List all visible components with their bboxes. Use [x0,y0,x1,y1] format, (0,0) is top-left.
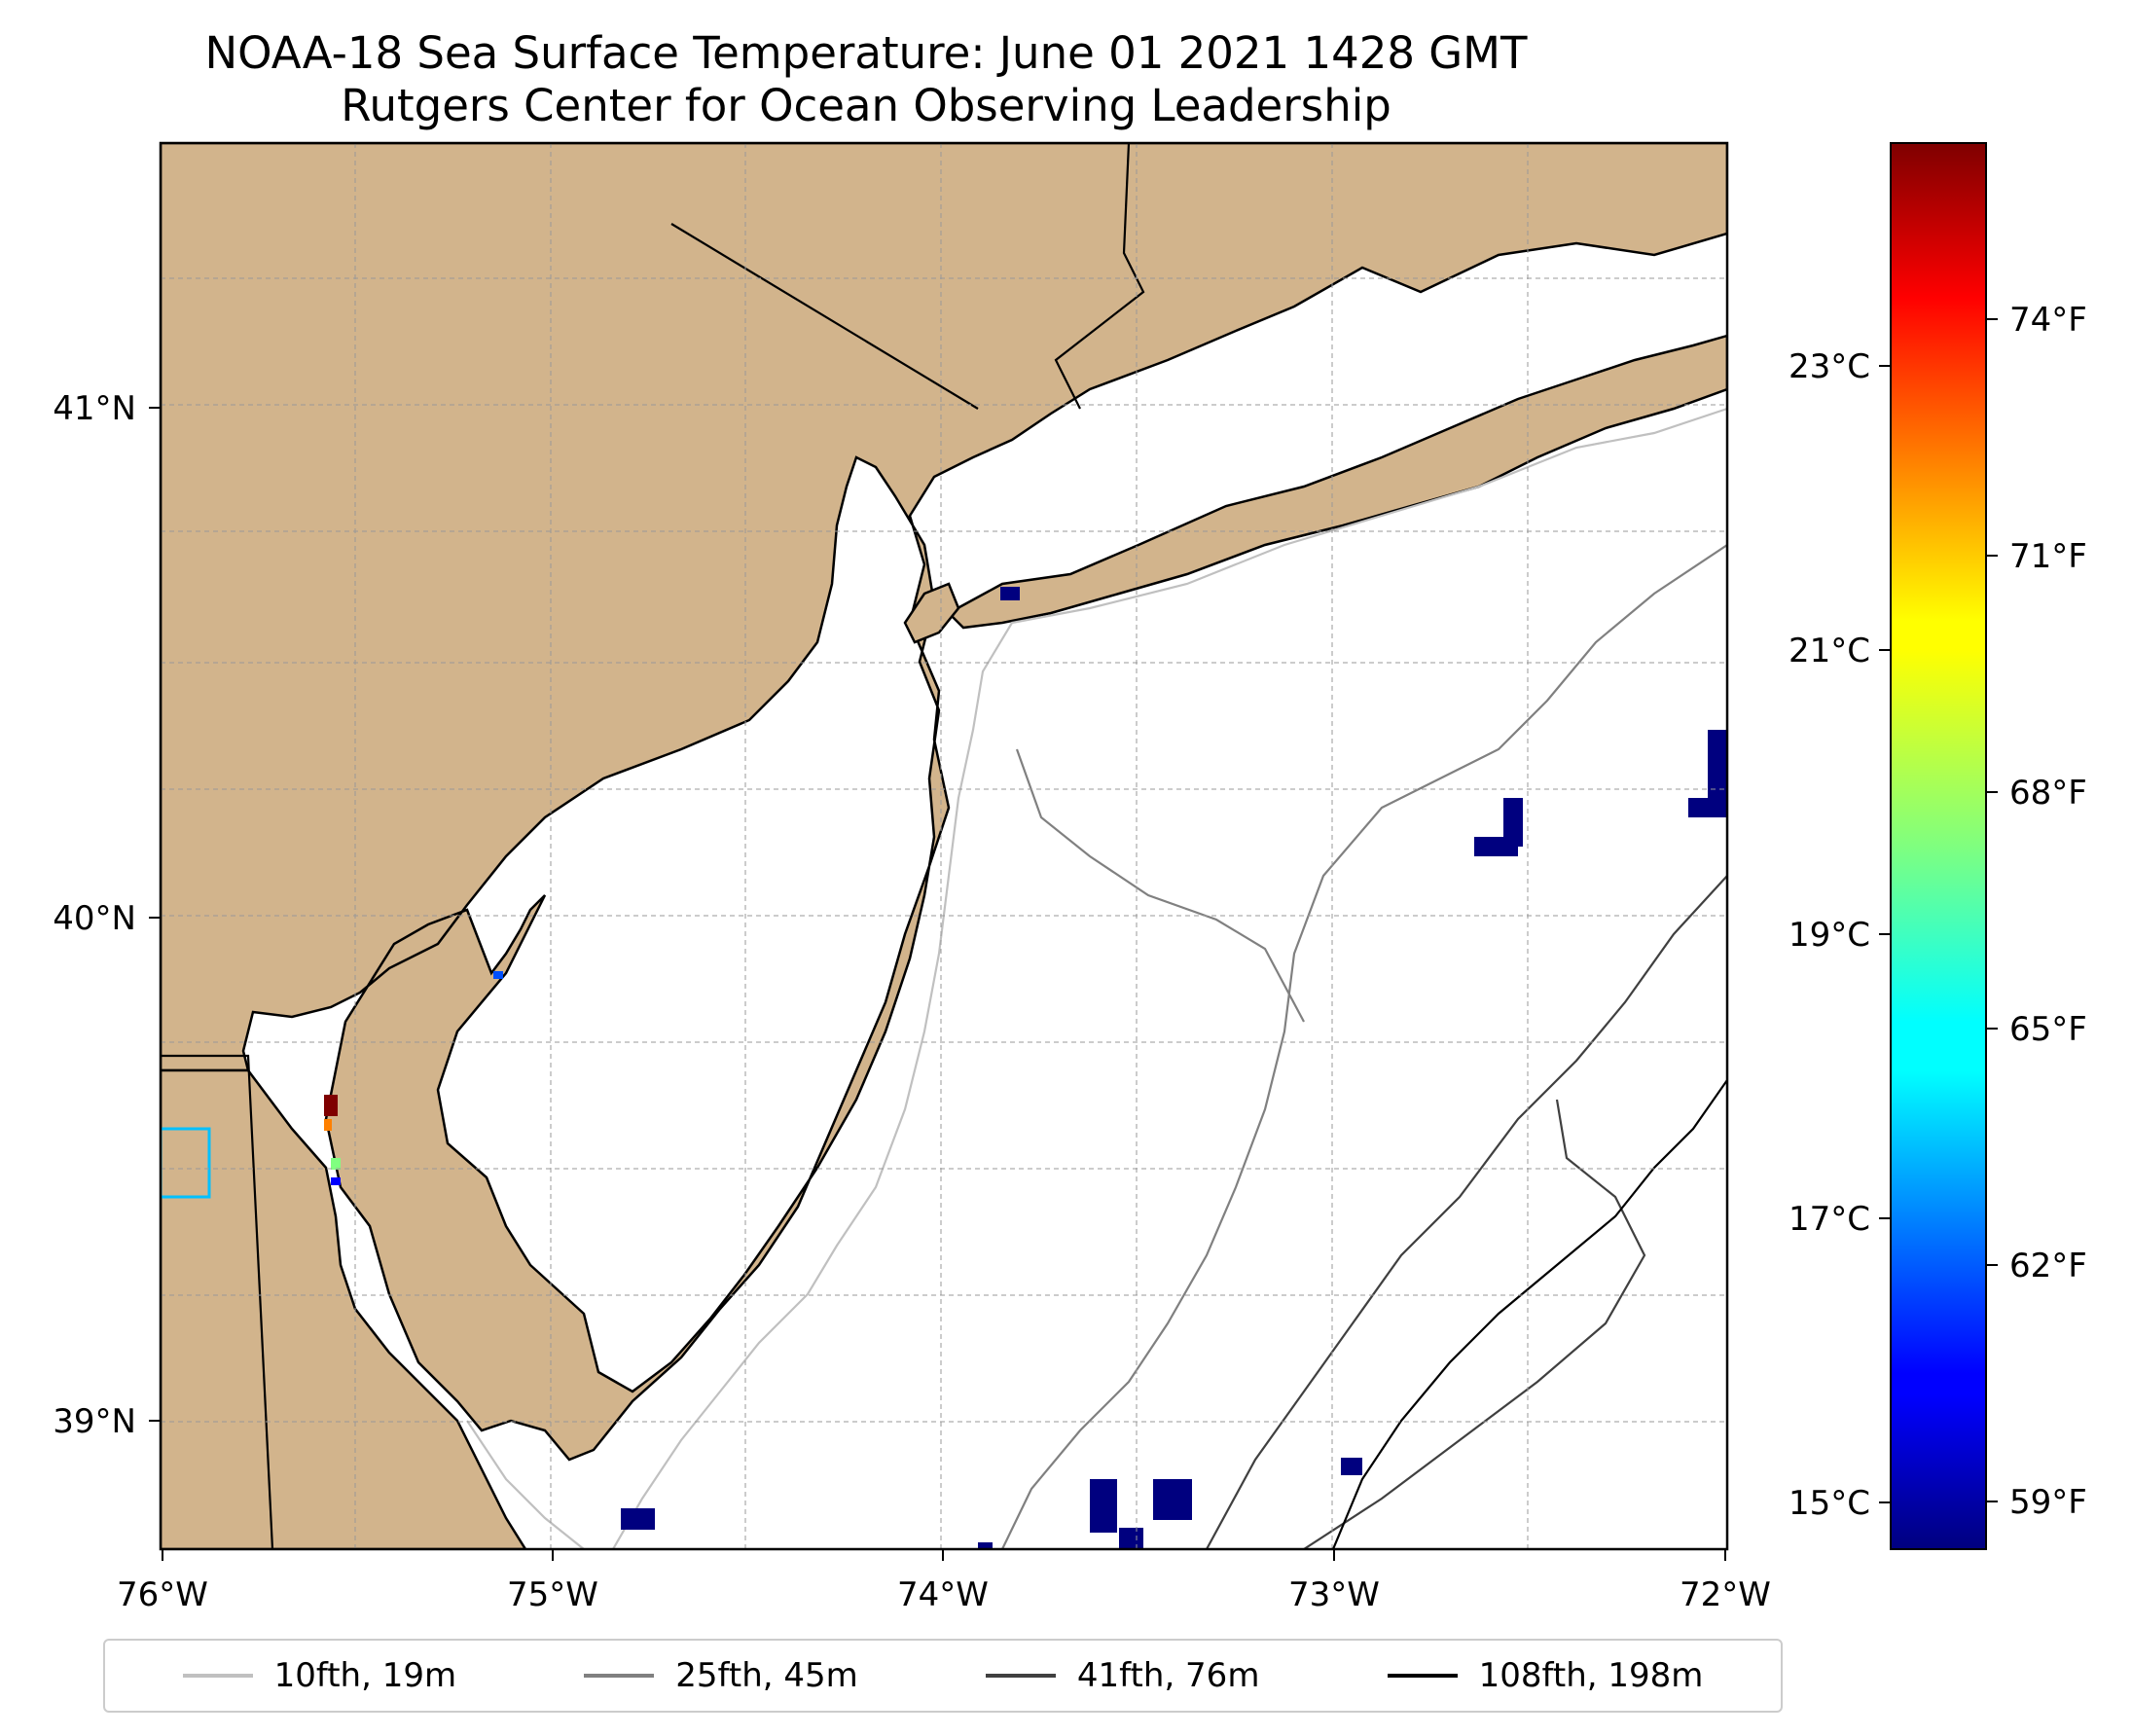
land-long-island [946,334,1727,630]
lat-tick-label: 39°N [53,1402,136,1441]
bathymetry-contours [466,407,1727,1549]
legend-line-icon [985,1674,1056,1678]
legend-line-icon [1387,1674,1458,1678]
fahrenheit-tick-label: 65°F [2009,1010,2087,1049]
map-title: NOAA-18 Sea Surface Temperature: June 01… [204,27,1528,79]
celsius-tick-label: 17°C [1789,1200,1870,1239]
celsius-tick-label: 15°C [1789,1484,1870,1523]
state-borders [161,143,1145,1549]
celsius-tick-label: 23°C [1789,347,1870,386]
map-subtitle: Rutgers Center for Ocean Observing Leade… [341,80,1391,131]
fahrenheit-tick-label: 74°F [2009,301,2087,340]
land-mainland [161,143,1727,1462]
lon-tick-label: 76°W [117,1575,208,1614]
map-gridlines [161,143,1727,1549]
legend-item: 10fth, 19m [182,1656,457,1695]
legend-label: 108fth, 198m [1478,1656,1704,1695]
contour-legend: 10fth, 19m 25fth, 45m 41fth, 76m 108fth,… [103,1639,1783,1713]
colorbar-fahrenheit-ticks [1986,318,1998,1502]
land-staten-island [903,582,960,644]
colorbar-celsius-ticks [1879,365,1891,1503]
legend-item: 25fth, 45m [584,1656,858,1695]
legend-item: 41fth, 76m [985,1656,1260,1695]
legend-label: 10fth, 19m [273,1656,457,1695]
legend-item: 108fth, 198m [1387,1656,1704,1695]
fahrenheit-tick-label: 68°F [2009,774,2087,813]
celsius-tick-label: 21°C [1789,632,1870,670]
celsius-tick-label: 19°C [1789,916,1870,955]
fahrenheit-tick-label: 62°F [2009,1247,2087,1285]
lon-tick-label: 72°W [1680,1575,1771,1614]
lat-tick-label: 41°N [53,389,136,428]
legend-line-icon [182,1674,253,1678]
lat-tick-label: 40°N [53,899,136,938]
lon-tick-label: 75°W [507,1575,598,1614]
land-delmarva [161,1068,527,1549]
fahrenheit-tick-label: 71°F [2009,537,2087,576]
legend-label: 41fth, 76m [1076,1656,1260,1695]
fahrenheit-tick-label: 59°F [2009,1483,2087,1522]
legend-label: 25fth, 45m [675,1656,858,1695]
colorbar [1890,142,1987,1550]
sst-pixels [161,587,1727,1549]
lon-tick-label: 73°W [1288,1575,1380,1614]
legend-line-icon [584,1674,655,1678]
lon-tick-label: 74°W [897,1575,989,1614]
axis-ticks [149,407,1726,1561]
